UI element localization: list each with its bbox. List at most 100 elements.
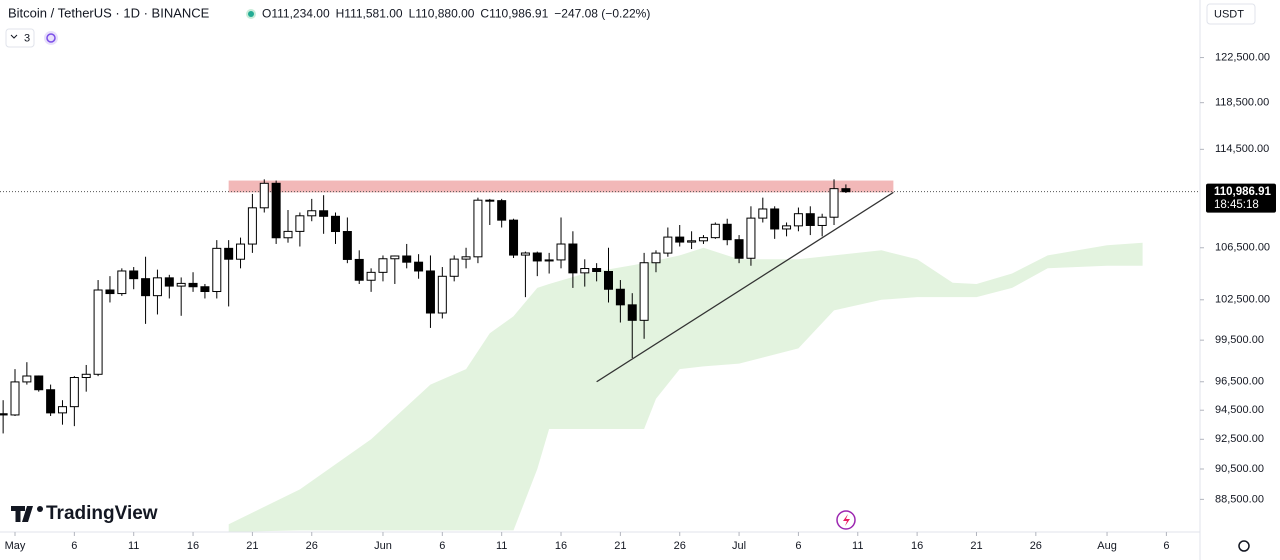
brand-logo-dot	[37, 506, 43, 512]
indicator-toggle[interactable]	[5, 28, 35, 48]
events-bolt	[843, 514, 850, 526]
candle-body	[615, 288, 625, 306]
x-tick-label: 26	[674, 540, 686, 552]
x-tick-label: 6	[71, 540, 77, 552]
candle-body	[805, 213, 815, 226]
candle-body	[402, 255, 412, 263]
candle-body	[817, 216, 827, 226]
candle-body	[568, 243, 578, 274]
resistance-zone	[228, 180, 894, 193]
symbol-title: Bitcoin / TetherUS · 1D · BINANCE	[8, 5, 210, 20]
x-tick-label: Jul	[732, 540, 746, 552]
candle-body	[627, 304, 637, 321]
candle-body	[461, 256, 471, 260]
candle-body	[34, 375, 44, 391]
last-price-tag	[1206, 183, 1276, 213]
ohlc-row: O111,234.00 H111,581.00 L110,880.00 C110,98…	[262, 7, 650, 21]
trendline	[596, 191, 894, 383]
candle-body	[604, 270, 613, 290]
candle-body	[556, 243, 566, 261]
candle-body	[473, 199, 483, 258]
marks-layer	[0, 179, 1200, 434]
candle-body	[497, 200, 507, 221]
candle-body	[342, 231, 352, 260]
candle-body	[758, 208, 768, 219]
x-tick-label: 26	[1030, 540, 1042, 552]
x-tick-label: 21	[614, 540, 626, 552]
candle-body	[93, 289, 103, 375]
candle-body	[117, 270, 127, 295]
candle-body	[437, 275, 447, 314]
candle-body	[520, 252, 530, 256]
x-tick-label: 16	[555, 540, 567, 552]
candle-body	[366, 271, 376, 281]
candle-body	[271, 182, 281, 239]
x-tick-label: May	[5, 540, 26, 552]
candle-body	[746, 217, 756, 259]
candle-body	[793, 213, 803, 227]
y-tick-label: 114,500.00	[1215, 143, 1269, 155]
candle-body	[414, 261, 424, 272]
y-tick-label: 94,500.00	[1215, 404, 1264, 416]
ohlc-value: H111,581.00	[336, 7, 403, 21]
candle-body	[698, 237, 708, 242]
candle-body	[236, 243, 246, 260]
candle-body	[675, 236, 685, 243]
candle-body	[319, 210, 329, 217]
candle-body	[485, 199, 495, 202]
candle-body	[212, 247, 222, 293]
x-tick-label: 11	[128, 540, 139, 552]
x-tick-label: Jun	[374, 540, 392, 552]
candle-body	[782, 225, 792, 230]
x-tick-label: 11	[852, 540, 863, 552]
candle-body	[129, 270, 139, 280]
candle-body	[722, 223, 732, 241]
candle-body	[295, 215, 305, 232]
y-tick-label: 96,500.00	[1215, 376, 1264, 388]
candle-body	[592, 268, 602, 272]
candle-body	[829, 188, 839, 218]
currency-button[interactable]	[1206, 3, 1256, 25]
y-tick-label: 106,500.00	[1215, 242, 1270, 254]
candle-body	[141, 278, 151, 297]
candle-body	[283, 230, 293, 239]
candle-body	[224, 247, 234, 260]
countdown: 18:45:18	[1214, 199, 1259, 211]
candle-body	[734, 239, 744, 259]
brand-name: TradingView	[46, 503, 158, 524]
x-tick-label: 21	[970, 540, 982, 552]
x-tick-label: 16	[911, 540, 923, 552]
candle-body	[841, 188, 851, 193]
candle-body	[663, 236, 673, 254]
settings-icon[interactable]	[1238, 540, 1250, 552]
candle-body	[22, 375, 32, 383]
y-tick-label: 118,500.00	[1215, 97, 1269, 109]
x-tick-label: Aug	[1097, 540, 1117, 552]
candle-body	[354, 258, 364, 281]
candle-body	[532, 252, 542, 262]
candle-body	[164, 277, 174, 287]
candle-body	[176, 282, 186, 287]
ichimoku-cloud	[228, 242, 1143, 532]
x-tick-label: 16	[187, 540, 199, 552]
sync-icon[interactable]	[44, 31, 58, 45]
candle-body	[46, 389, 56, 414]
y-tick-label: 90,500.00	[1215, 463, 1264, 475]
last-price-label: 110,986.91	[1214, 186, 1272, 198]
candle-body	[687, 240, 697, 243]
candle-body	[0, 413, 8, 416]
candle-body	[81, 373, 91, 379]
candle-body	[259, 182, 269, 209]
indicator-count: 3	[24, 32, 30, 44]
y-tick-label: 122,500.00	[1215, 51, 1270, 63]
brand-logo	[11, 506, 33, 522]
chevron-icon	[10, 34, 18, 39]
axis-layer: 122,500.00 118,500.00 114,500.00 106,500.00…	[5, 51, 1276, 552]
candle-body	[247, 207, 257, 245]
candle-body	[770, 208, 780, 230]
candle-body	[200, 286, 210, 293]
candle-body	[544, 259, 554, 262]
y-tick-label: 99,500.00	[1215, 334, 1264, 346]
currency: USDT	[1214, 8, 1244, 20]
